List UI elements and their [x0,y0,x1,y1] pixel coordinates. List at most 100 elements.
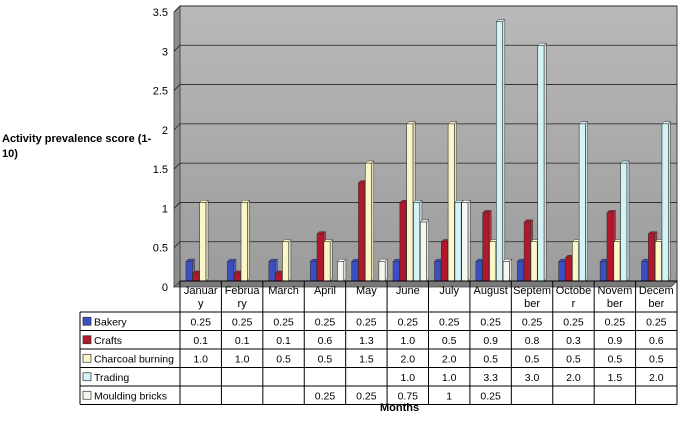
gridline [173,241,677,248]
bar [282,241,290,282]
data-cell: 0.3 [566,335,581,347]
data-cell: 3.0 [525,372,540,384]
bar [337,261,345,282]
data-cell: 0.25 [273,316,294,328]
bar [364,162,372,282]
bar [240,202,248,282]
data-cell: 1 [446,390,452,402]
data-cell: 2.0 [649,372,664,384]
data-cell: 0.25 [563,316,584,328]
bar-side [668,121,671,282]
bar [192,272,200,282]
data-cell: 0.25 [232,316,253,328]
bar [358,182,366,282]
data-cell: 0.25 [190,316,211,328]
bar [654,241,662,282]
series-name: Bakery [94,316,127,328]
bar [406,123,414,282]
bar [199,202,207,282]
x-tick-label: Decem [639,285,674,297]
bar [578,123,586,282]
y-tick-label: 1 [162,203,168,215]
series-name: Charcoal burning [94,353,174,365]
x-tick-label: r [572,298,576,310]
y-tick-label: 3.5 [153,7,168,19]
legend-key [82,390,92,400]
data-cell: 2.0 [566,372,581,384]
bar-side [426,219,430,282]
data-cell: 1.0 [442,372,457,384]
bar [537,44,545,282]
legend-key [82,353,92,363]
data-cell: 0.9 [483,335,498,347]
x-tick-label: March [268,285,299,297]
x-tick-label: ber [524,298,540,310]
x-tick-label: ber [607,298,623,310]
y-tick-label: 0.5 [153,243,168,255]
data-cell: 0.5 [318,353,333,365]
data-cell: 0.25 [356,390,377,402]
data-cell: 0.25 [356,316,377,328]
data-cell: 1.5 [608,372,623,384]
bar-side [205,199,209,282]
bar [413,202,421,282]
x-tick-label: Januar [184,285,218,297]
x-tick-label: Octobe [556,285,591,297]
bar [641,261,649,282]
data-cell: 0.8 [525,335,540,347]
bar [502,261,510,282]
bar [489,241,497,282]
data-cell: 0.1 [276,335,291,347]
bar [461,202,469,282]
data-cell: 0.1 [193,335,208,347]
bar [482,212,490,282]
bar [392,261,400,282]
bar [530,241,538,282]
y-tick-label: 3 [162,46,168,58]
bar [523,221,531,282]
bar [275,272,283,282]
data-cell: 1.3 [359,335,374,347]
bar-side [371,160,375,282]
data-cell: 3.3 [483,372,498,384]
data-cell: 0.25 [398,316,419,328]
series-name: Crafts [94,335,122,347]
x-axis-label: Months [380,402,420,414]
bar [185,261,193,282]
data-cell: 0.25 [315,390,336,402]
data-cell: 0.5 [566,353,581,365]
bar [227,261,235,282]
bar [496,21,503,282]
legend-key [82,316,92,326]
gridline [173,202,677,209]
x-tick-label: June [396,285,420,297]
gridline [173,123,677,131]
bar [447,123,455,282]
data-cell: 0.5 [442,335,457,347]
data-cell: 0.6 [318,335,333,347]
gridline [173,84,677,91]
bar [440,241,448,282]
data-cell: 0.25 [315,316,336,328]
data-cell: 0.5 [483,353,498,365]
bar [399,202,407,282]
x-tick-label: Novem [597,285,632,297]
data-cell: 0.25 [605,316,626,328]
data-cell: 1.0 [193,353,208,365]
bar [268,261,276,282]
x-tick-label: y [198,298,204,310]
x-tick-label: May [356,285,377,297]
bar [572,241,579,282]
y-tick-label: 1.5 [153,164,168,176]
x-tick-label: ry [238,298,248,310]
bar-side [343,258,347,282]
bar [378,261,386,282]
data-cell: 0.5 [525,353,540,365]
bar [233,272,241,282]
data-cell: 0.9 [608,335,623,347]
bar [434,261,442,282]
data-cell: 1.0 [400,372,415,384]
y-axis-label: Activity prevalence score (1-10) [2,133,152,160]
bar [419,221,427,282]
